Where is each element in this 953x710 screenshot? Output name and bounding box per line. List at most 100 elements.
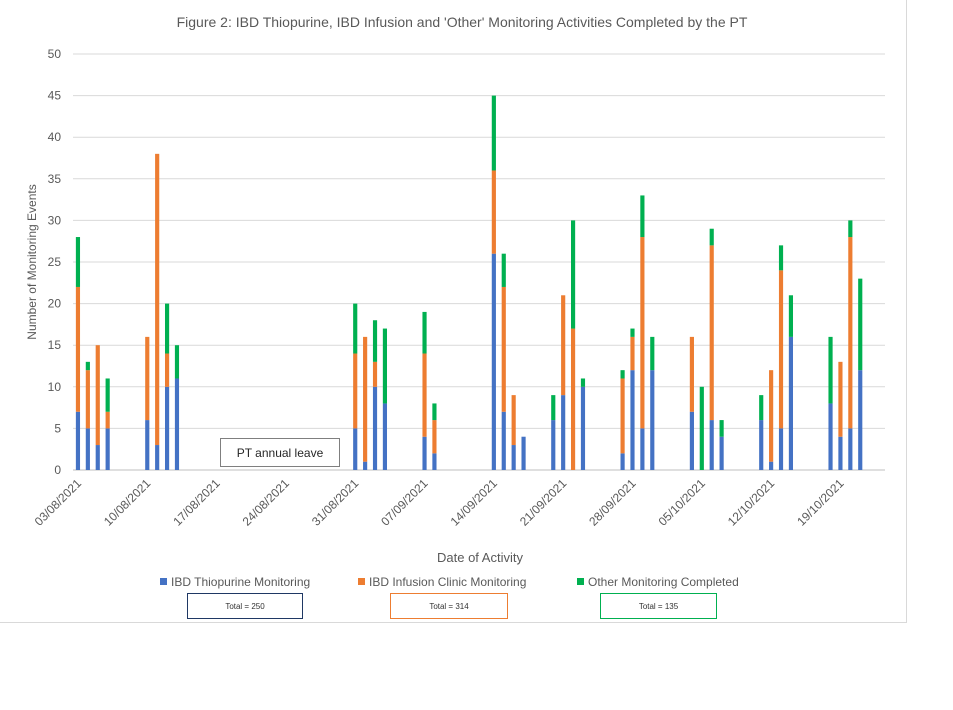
bar-segment — [164, 386, 170, 470]
y-axis-label: Number of Monitoring Events — [25, 184, 39, 339]
y-tick-label: 25 — [48, 255, 62, 269]
bar-segment — [551, 395, 556, 421]
y-tick-label: 0 — [54, 463, 61, 477]
bar-segment — [848, 237, 853, 429]
bar-segment — [719, 420, 724, 437]
bar-segment — [95, 345, 100, 446]
bar-segment — [699, 386, 704, 470]
y-tick-label: 40 — [48, 130, 62, 144]
bar-segment — [630, 370, 635, 470]
x-tick-label: 07/09/2021 — [378, 476, 431, 529]
bar-segment — [164, 303, 170, 354]
bar-segment — [551, 420, 556, 470]
bar-segment — [155, 153, 160, 446]
bar-segment — [759, 420, 764, 470]
x-tick-label: 28/09/2021 — [586, 476, 639, 529]
x-tick-label: 17/08/2021 — [170, 476, 223, 529]
bar-segment — [848, 220, 853, 238]
y-tick-labels: 0 5 10 15 20 25 30 35 40 45 50 — [48, 47, 62, 477]
bar-segment — [778, 428, 784, 470]
bar-segment — [85, 428, 90, 470]
bar-segment — [650, 370, 655, 470]
bar-segment — [372, 361, 378, 387]
x-tick-label: 24/08/2021 — [240, 476, 293, 529]
bar-segment — [719, 436, 724, 470]
x-tick-label: 14/09/2021 — [448, 476, 501, 529]
y-tick-label: 45 — [48, 89, 62, 103]
bar-segment — [75, 286, 81, 412]
bar-segment — [709, 228, 714, 246]
x-axis-label: Date of Activity — [437, 550, 523, 565]
bar-segment — [570, 328, 576, 470]
y-tick-label: 20 — [48, 297, 62, 311]
bar-segment — [788, 295, 794, 337]
x-tick-label: 21/09/2021 — [517, 476, 570, 529]
legend-item-other: Other Monitoring Completed — [577, 575, 739, 589]
bar-segment — [145, 420, 150, 470]
y-tick-label: 50 — [48, 47, 62, 61]
x-tick-labels: 03/08/2021 10/08/2021 17/08/2021 24/08/2021… — [32, 476, 847, 529]
bar-segment — [353, 428, 358, 470]
bar-segment — [382, 328, 388, 404]
y-tick-label: 30 — [48, 213, 62, 227]
bars — [75, 95, 863, 470]
bar-segment — [422, 436, 427, 470]
bar-segment — [155, 445, 160, 470]
bar-segment — [85, 361, 90, 371]
legend-swatch — [358, 578, 365, 585]
bar-segment — [838, 436, 843, 470]
legend-swatch — [160, 578, 167, 585]
bar-segment — [788, 336, 794, 470]
bar-segment — [75, 237, 81, 287]
y-tick-label: 10 — [48, 380, 62, 394]
bar-segment — [769, 370, 774, 462]
bar-segment — [709, 245, 714, 421]
bar-segment — [432, 453, 437, 470]
bar-segment — [838, 361, 843, 437]
total-box-other: Total = 135 — [600, 593, 717, 619]
bar-segment — [422, 311, 427, 354]
legend-label: IBD Thiopurine Monitoring — [171, 575, 311, 589]
bar-segment — [630, 336, 635, 371]
bar-segment — [620, 453, 625, 470]
chart-frame — [0, 0, 907, 623]
bar-segment — [650, 336, 655, 371]
x-tick-label: 31/08/2021 — [309, 476, 362, 529]
bar-segment — [145, 336, 150, 421]
annual-leave-annotation: PT annual leave — [220, 438, 340, 467]
bar-segment — [372, 320, 378, 362]
x-tick-label: 12/10/2021 — [725, 476, 778, 529]
bar-segment — [75, 411, 81, 470]
bar-segment — [511, 395, 516, 446]
bar-segment — [501, 253, 506, 287]
bar-segment — [491, 253, 496, 470]
bar-segment — [848, 428, 853, 470]
bar-segment — [382, 403, 388, 470]
bar-segment — [353, 303, 358, 354]
bar-segment — [501, 411, 506, 470]
bar-segment — [640, 428, 645, 470]
bar-segment — [630, 328, 635, 337]
bar-segment — [640, 195, 645, 238]
bar-segment — [174, 378, 180, 470]
bar-segment — [778, 245, 784, 271]
bar-segment — [363, 336, 368, 462]
total-box-thiopurine: Total = 250 — [187, 593, 303, 619]
bar-segment — [778, 270, 784, 429]
bar-segment — [521, 436, 526, 470]
gridlines — [73, 53, 885, 471]
legend-swatch — [577, 578, 584, 585]
x-tick-label: 19/10/2021 — [794, 476, 847, 529]
bar-segment — [620, 370, 625, 379]
bar-segment — [501, 286, 506, 412]
bar-segment — [709, 420, 714, 470]
bar-segment — [105, 428, 110, 470]
bar-segment — [828, 336, 833, 404]
bar-segment — [363, 461, 368, 470]
bar-segment — [759, 395, 764, 421]
chart-title: Figure 2: IBD Thiopurine, IBD Infusion a… — [177, 14, 748, 30]
bar-segment — [561, 295, 566, 396]
legend-item-thiopurine: IBD Thiopurine Monitoring — [160, 575, 310, 589]
y-tick-label: 5 — [54, 421, 61, 435]
